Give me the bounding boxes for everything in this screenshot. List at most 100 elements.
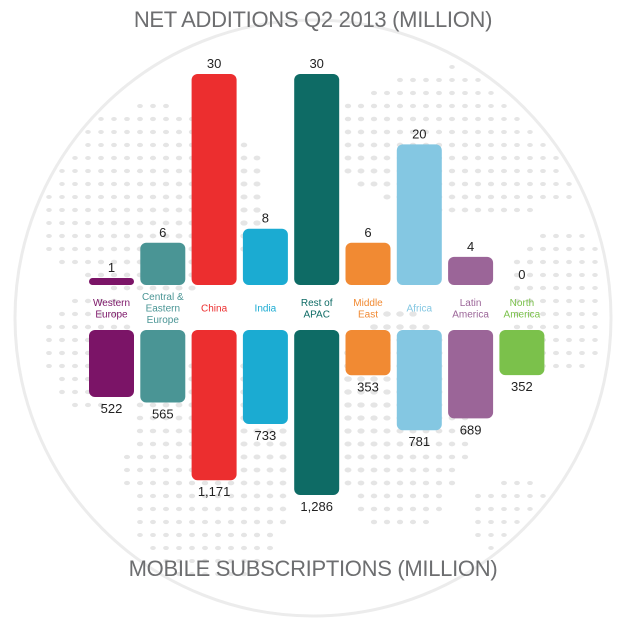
globe-dot — [344, 116, 352, 122]
subscriptions-value-label: 1,286 — [300, 499, 333, 514]
globe-dot — [592, 247, 598, 251]
globe-dot — [370, 480, 378, 486]
globe-dot — [552, 324, 560, 330]
globe-dot — [344, 155, 352, 161]
globe-dot — [396, 467, 404, 473]
subscriptions-bar — [294, 330, 340, 495]
globe-dot — [500, 194, 508, 200]
globe-dot — [488, 506, 494, 512]
globe-dot — [253, 194, 261, 200]
globe-dot — [162, 441, 170, 447]
globe-dot — [475, 129, 481, 135]
net-additions-value-label: 30 — [309, 56, 323, 71]
globe-dot — [592, 260, 598, 264]
globe-dot — [279, 467, 287, 473]
globe-dot — [513, 285, 521, 291]
globe-dot — [136, 168, 144, 174]
globe-dot — [72, 246, 78, 252]
globe-dot — [566, 272, 572, 278]
globe-dot — [475, 78, 481, 82]
globe-dot — [241, 571, 247, 577]
globe-dot — [136, 454, 144, 460]
globe-dot — [540, 494, 546, 498]
globe-dot — [253, 181, 261, 187]
globe-dot — [98, 181, 104, 187]
globe-dot — [202, 571, 208, 577]
globe-dot — [136, 155, 144, 161]
globe-dot — [150, 506, 156, 512]
globe-dot — [175, 155, 183, 161]
globe-dot — [370, 467, 378, 473]
subscriptions-value-label: 689 — [460, 422, 482, 437]
globe-dot — [488, 532, 494, 538]
globe-dot — [98, 129, 104, 135]
globe-dot — [423, 77, 429, 83]
globe-dot — [579, 337, 585, 343]
globe-dot — [370, 506, 378, 512]
globe-dot — [501, 533, 507, 537]
globe-dot — [175, 402, 183, 408]
globe-dot — [370, 454, 378, 460]
globe-dot — [514, 129, 520, 135]
globe-dot — [344, 428, 352, 434]
globe-dot — [422, 441, 430, 447]
globe-dot — [370, 389, 378, 395]
globe-dot — [149, 207, 157, 213]
globe-dot — [357, 506, 365, 512]
globe-dot — [448, 194, 456, 200]
category-label: North — [510, 298, 534, 309]
globe-dot — [540, 233, 546, 239]
globe-dot — [579, 285, 585, 291]
globe-dot — [175, 168, 183, 174]
globe-dot — [422, 480, 430, 486]
globe-dot — [110, 246, 118, 252]
mobile-subscriptions-title: MOBILE SUBSCRIPTIONS (MILLION) — [128, 556, 498, 581]
globe-dot — [111, 155, 117, 161]
net-additions-bar — [242, 228, 288, 285]
globe-dot — [383, 428, 391, 434]
globe-dot — [357, 428, 365, 434]
category-label: India — [255, 304, 277, 315]
globe-dot — [136, 480, 144, 486]
globe-dot — [214, 506, 222, 512]
globe-dot — [513, 272, 521, 278]
globe-dot — [202, 545, 208, 551]
globe-dot — [123, 467, 131, 473]
globe-dot — [474, 493, 482, 499]
globe-dot — [150, 519, 156, 525]
globe-dot — [409, 324, 417, 330]
globe-dot — [266, 532, 274, 538]
globe-dot — [59, 246, 65, 252]
globe-dot — [435, 116, 443, 122]
globe-dot — [357, 493, 365, 499]
globe-dot — [175, 506, 183, 512]
globe-dot — [526, 311, 534, 317]
globe-dot — [59, 311, 65, 317]
globe-dot — [409, 467, 417, 473]
globe-dot — [240, 441, 248, 447]
globe-dot — [189, 558, 195, 564]
globe-dot — [553, 181, 559, 187]
category-label: APAC — [303, 309, 330, 320]
globe-dot — [474, 168, 482, 174]
globe-dot — [279, 441, 287, 447]
globe-dot — [240, 194, 248, 200]
net-additions-value-label: 1 — [108, 260, 115, 275]
globe-dot — [227, 493, 235, 499]
globe-dot — [383, 389, 391, 395]
globe-dot — [123, 220, 131, 226]
globe-dot — [123, 181, 131, 187]
globe-dot — [71, 298, 79, 304]
globe-dot — [461, 428, 469, 434]
globe-dot — [383, 194, 391, 200]
globe-dot — [527, 480, 533, 486]
globe-dot — [240, 519, 248, 525]
globe-dot — [513, 311, 521, 317]
globe-dot — [566, 311, 572, 317]
globe-dot — [150, 116, 156, 122]
globe-dot — [110, 194, 118, 200]
globe-dot — [370, 155, 378, 161]
globe-dot — [149, 428, 157, 434]
globe-dot — [98, 168, 104, 174]
globe-dot — [370, 402, 378, 408]
